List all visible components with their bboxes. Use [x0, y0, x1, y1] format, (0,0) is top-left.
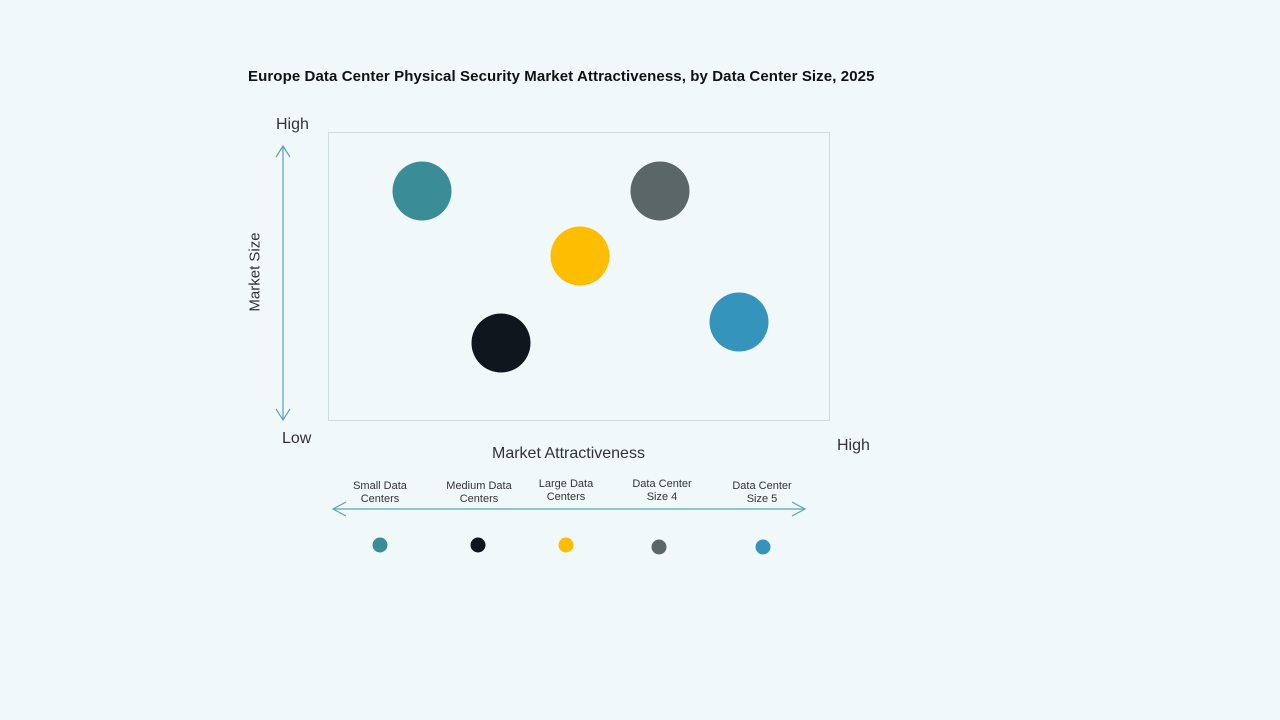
legend-dot-size-5 [755, 539, 771, 555]
plot-area [328, 132, 830, 421]
legend-dot-medium [470, 537, 486, 553]
legend-dot-size-4 [651, 539, 667, 555]
bubble-small-data-centers [392, 161, 452, 221]
legend-item-label: Data Center Size 5 [732, 480, 792, 505]
x-axis-high-label: High [837, 437, 870, 454]
legend-item-label: Small Data Centers [353, 480, 407, 505]
bubble-data-center-size-5 [709, 292, 769, 352]
legend-item-label: Large Data Centers [538, 478, 594, 503]
bubble-data-center-size-4 [630, 161, 690, 221]
x-axis-title: Market Attractiveness [492, 445, 645, 462]
bubble-large-data-centers [550, 226, 610, 286]
legend-dot-large [558, 537, 574, 553]
y-axis-low-label: Low [282, 430, 312, 447]
y-axis-high-label: High [276, 116, 309, 133]
legend-dot-small [372, 537, 388, 553]
legend-item-label: Data Center Size 4 [632, 478, 692, 503]
legend-item-label: Medium Data Centers [446, 480, 512, 505]
bubble-medium-data-centers [471, 313, 531, 373]
chart-title: Europe Data Center Physical Security Mar… [248, 68, 875, 85]
